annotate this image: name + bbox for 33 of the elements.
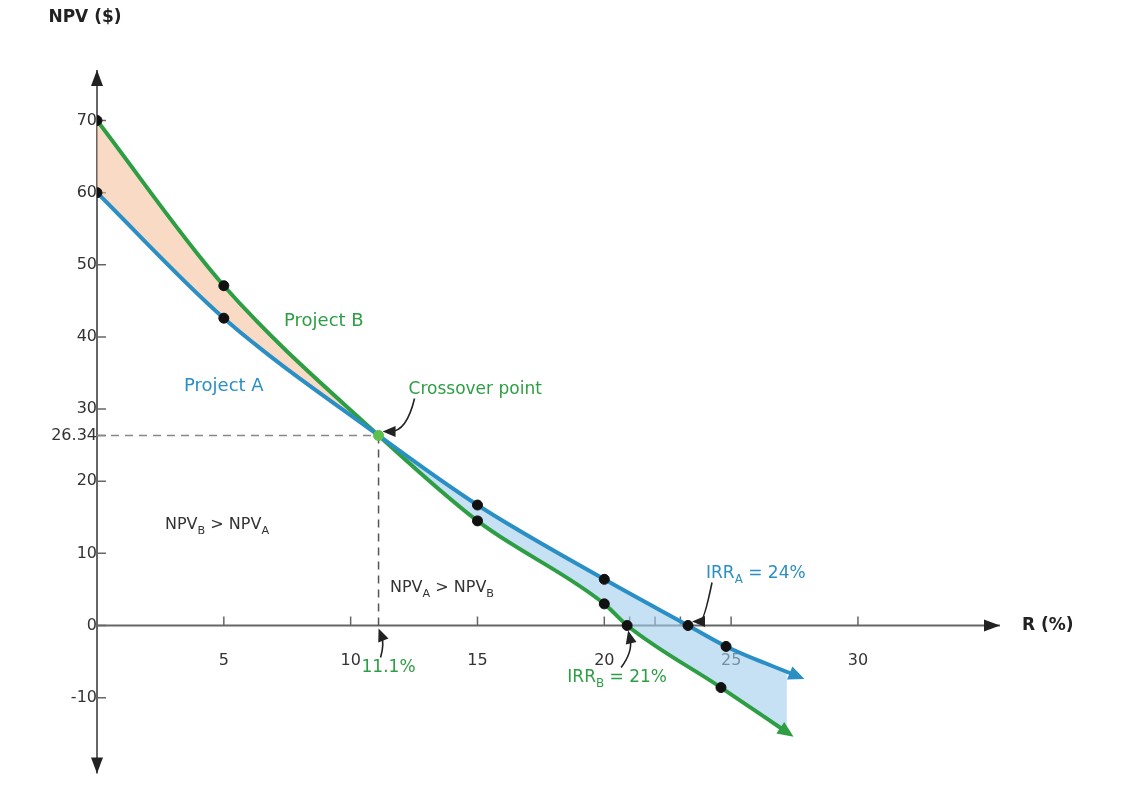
point xyxy=(682,620,694,632)
point xyxy=(715,682,727,694)
x-tick-label: 10 xyxy=(340,650,361,670)
point xyxy=(598,598,610,610)
y-axis-title: NPV ($) xyxy=(48,6,122,27)
point xyxy=(598,573,610,585)
series-label: Project A xyxy=(184,373,265,395)
x-tick-label: 25 xyxy=(720,650,742,670)
y-tick-label: 30 xyxy=(76,398,97,418)
point xyxy=(218,280,230,292)
y-tick-label: 26.34 xyxy=(51,424,97,444)
x-tick-label: 20 xyxy=(594,650,615,670)
y-tick-label: 70 xyxy=(76,109,97,129)
point xyxy=(621,620,633,632)
y-tick-label: -10 xyxy=(70,686,97,706)
point xyxy=(471,499,483,511)
ref-line-label: 11.1% xyxy=(361,655,416,676)
y-tick-label: 50 xyxy=(76,253,97,273)
annotation: Crossover point xyxy=(408,377,543,398)
x-tick-label: 5 xyxy=(218,650,229,670)
point xyxy=(373,429,385,441)
point xyxy=(720,640,732,652)
y-tick-label: 0 xyxy=(86,614,97,634)
y-tick-label: 40 xyxy=(76,326,97,346)
y-tick-label: 10 xyxy=(76,542,97,562)
x-axis-title: R (%) xyxy=(1022,613,1074,634)
point xyxy=(218,312,230,324)
y-tick-label: 20 xyxy=(76,470,97,490)
y-tick-label: 60 xyxy=(76,181,97,201)
x-tick-label: 30 xyxy=(847,650,869,670)
point xyxy=(471,515,483,527)
x-tick-label: 15 xyxy=(467,650,488,670)
series-label: Project B xyxy=(284,309,364,331)
